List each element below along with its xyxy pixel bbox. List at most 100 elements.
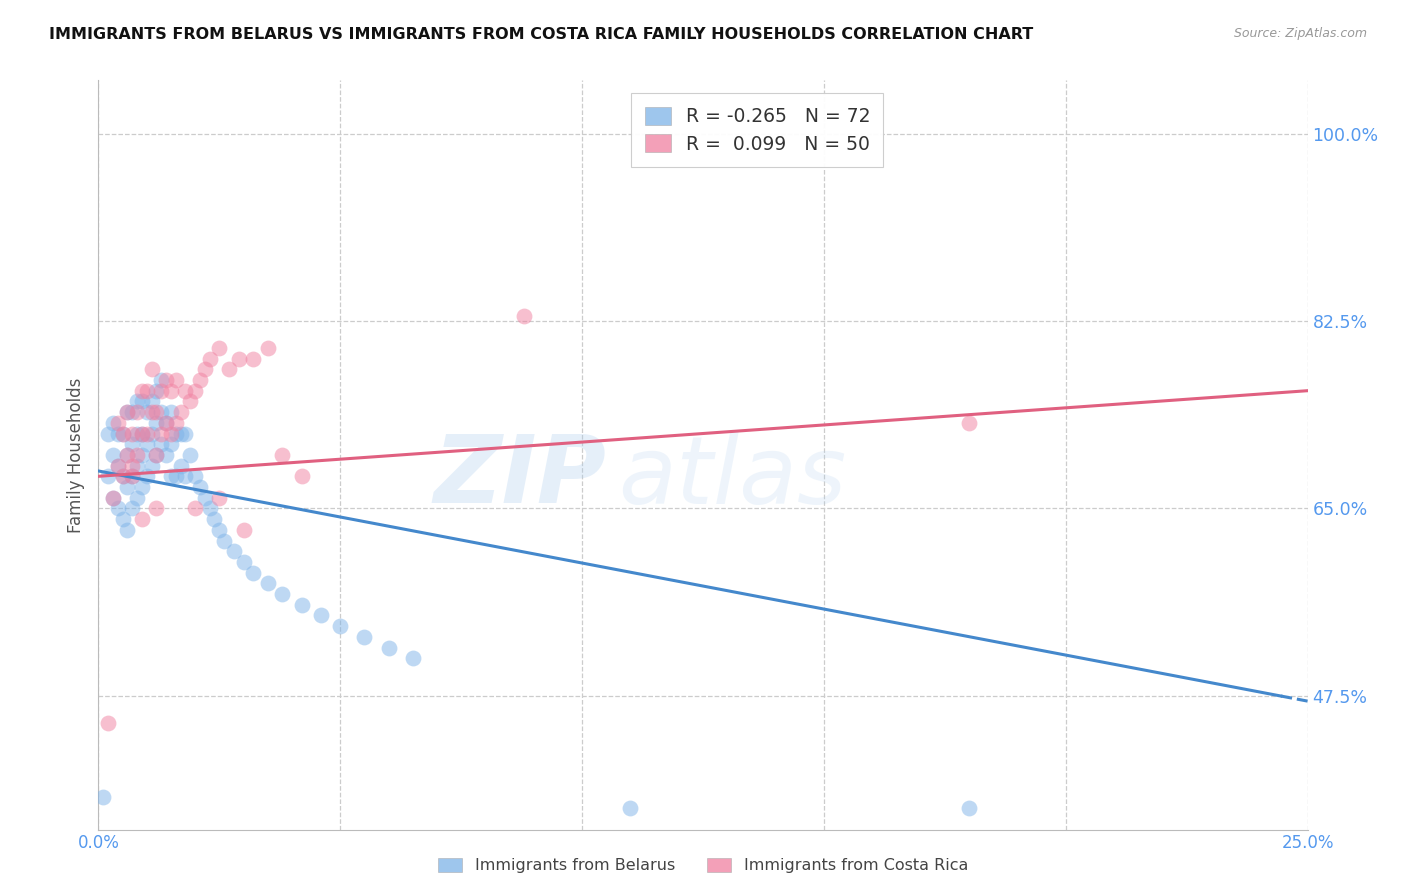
Point bbox=[179, 448, 201, 462]
Point bbox=[256, 341, 278, 355]
Point bbox=[198, 501, 221, 516]
Y-axis label: Family Households: Family Households bbox=[66, 377, 84, 533]
Point bbox=[188, 480, 211, 494]
Point bbox=[101, 491, 124, 505]
Point bbox=[145, 384, 167, 398]
Point bbox=[107, 458, 129, 473]
Point bbox=[208, 341, 231, 355]
Point bbox=[145, 501, 167, 516]
Point bbox=[121, 426, 143, 441]
Point bbox=[145, 405, 167, 419]
Point bbox=[402, 651, 425, 665]
Point bbox=[97, 426, 120, 441]
Point bbox=[160, 426, 183, 441]
Point bbox=[212, 533, 235, 548]
Point bbox=[131, 480, 153, 494]
Point bbox=[111, 512, 134, 526]
Point bbox=[242, 566, 264, 580]
Point bbox=[271, 448, 294, 462]
Point bbox=[145, 416, 167, 430]
Point bbox=[165, 416, 187, 430]
Point bbox=[127, 448, 149, 462]
Point bbox=[150, 426, 173, 441]
Point bbox=[150, 373, 173, 387]
Point bbox=[111, 426, 134, 441]
Point bbox=[232, 523, 254, 537]
Point bbox=[117, 448, 139, 462]
Point bbox=[107, 501, 129, 516]
Point bbox=[121, 405, 143, 419]
Point bbox=[179, 394, 201, 409]
Point bbox=[222, 544, 245, 558]
Point bbox=[242, 351, 264, 366]
Point bbox=[619, 801, 641, 815]
Point bbox=[131, 512, 153, 526]
Point bbox=[117, 405, 139, 419]
Point bbox=[101, 416, 124, 430]
Point bbox=[204, 512, 226, 526]
Point bbox=[135, 469, 157, 483]
Point bbox=[329, 619, 352, 633]
Legend: R = -0.265   N = 72, R =  0.099   N = 50: R = -0.265 N = 72, R = 0.099 N = 50 bbox=[631, 94, 883, 167]
Point bbox=[160, 405, 183, 419]
Point bbox=[150, 437, 173, 451]
Point bbox=[135, 437, 157, 451]
Point bbox=[169, 426, 191, 441]
Point bbox=[135, 384, 157, 398]
Point bbox=[111, 469, 134, 483]
Point bbox=[208, 491, 231, 505]
Point bbox=[117, 480, 139, 494]
Point bbox=[127, 426, 149, 441]
Point bbox=[127, 458, 149, 473]
Point bbox=[150, 405, 173, 419]
Point bbox=[309, 608, 332, 623]
Point bbox=[141, 394, 163, 409]
Point bbox=[353, 630, 375, 644]
Point bbox=[228, 351, 250, 366]
Point bbox=[174, 469, 197, 483]
Point bbox=[160, 437, 183, 451]
Point bbox=[131, 426, 153, 441]
Point bbox=[117, 448, 139, 462]
Text: Source: ZipAtlas.com: Source: ZipAtlas.com bbox=[1233, 27, 1367, 40]
Point bbox=[208, 523, 231, 537]
Point bbox=[194, 362, 217, 376]
Point bbox=[513, 309, 536, 323]
Point bbox=[121, 458, 143, 473]
Text: IMMIGRANTS FROM BELARUS VS IMMIGRANTS FROM COSTA RICA FAMILY HOUSEHOLDS CORRELAT: IMMIGRANTS FROM BELARUS VS IMMIGRANTS FR… bbox=[49, 27, 1033, 42]
Legend: Immigrants from Belarus, Immigrants from Costa Rica: Immigrants from Belarus, Immigrants from… bbox=[432, 851, 974, 880]
Point bbox=[256, 576, 278, 591]
Point bbox=[165, 469, 187, 483]
Point bbox=[127, 405, 149, 419]
Point bbox=[135, 405, 157, 419]
Point bbox=[131, 448, 153, 462]
Point bbox=[117, 523, 139, 537]
Point bbox=[957, 801, 980, 815]
Point bbox=[127, 394, 149, 409]
Point bbox=[135, 426, 157, 441]
Point bbox=[155, 373, 177, 387]
Text: atlas: atlas bbox=[619, 432, 846, 523]
Point bbox=[107, 426, 129, 441]
Point bbox=[121, 469, 143, 483]
Point bbox=[165, 426, 187, 441]
Point bbox=[117, 405, 139, 419]
Point bbox=[91, 790, 114, 805]
Point bbox=[145, 448, 167, 462]
Point bbox=[155, 416, 177, 430]
Point bbox=[107, 416, 129, 430]
Point bbox=[232, 555, 254, 569]
Point bbox=[121, 469, 143, 483]
Point bbox=[174, 426, 197, 441]
Point bbox=[194, 491, 217, 505]
Point bbox=[155, 416, 177, 430]
Point bbox=[155, 448, 177, 462]
Point bbox=[184, 501, 207, 516]
Point bbox=[111, 426, 134, 441]
Point bbox=[131, 384, 153, 398]
Point bbox=[184, 384, 207, 398]
Point bbox=[150, 384, 173, 398]
Point bbox=[141, 405, 163, 419]
Point bbox=[141, 362, 163, 376]
Point bbox=[107, 458, 129, 473]
